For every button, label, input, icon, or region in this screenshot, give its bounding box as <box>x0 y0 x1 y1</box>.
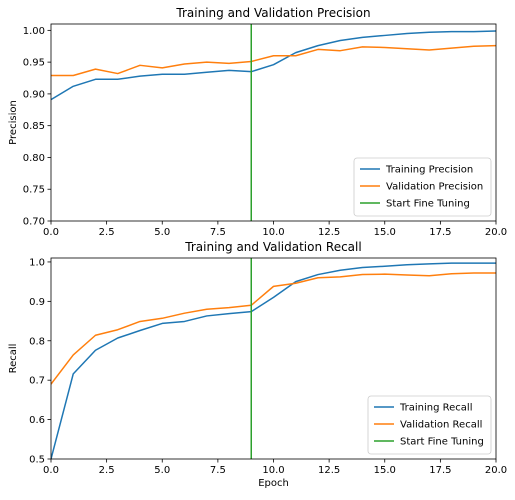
x-tick-label: 17.5 <box>429 465 451 476</box>
legend-label: Start Fine Tuning <box>386 199 470 210</box>
y-tick-label: 0.70 <box>23 217 45 228</box>
x-tick-label: 15.0 <box>374 465 396 476</box>
chart-title: Training and Validation Recall <box>184 240 361 254</box>
x-tick-label: 20.0 <box>485 465 507 476</box>
x-tick-label: 7.5 <box>210 465 226 476</box>
y-tick-label: 0.75 <box>23 185 45 196</box>
chart-title: Training and Validation Precision <box>175 6 370 20</box>
legend-label: Start Fine Tuning <box>400 437 484 448</box>
y-tick-label: 0.5 <box>29 455 45 466</box>
legend-label: Training Precision <box>385 165 473 176</box>
x-tick-label: 2.5 <box>99 227 115 238</box>
y-axis-label: Precision <box>8 100 19 145</box>
x-tick-label: 2.5 <box>99 465 115 476</box>
x-tick-label: 5.0 <box>154 227 170 238</box>
y-tick-label: 0.9 <box>29 297 45 308</box>
y-tick-label: 0.8 <box>29 336 45 347</box>
y-tick-label: 0.6 <box>29 415 45 426</box>
y-tick-label: 0.90 <box>23 89 45 100</box>
x-tick-label: 5.0 <box>154 465 170 476</box>
legend: Training Precision Validation Precision St… <box>353 157 492 217</box>
x-tick-label: 12.5 <box>318 227 340 238</box>
x-tick-label: 10.0 <box>262 227 284 238</box>
series-line-1 <box>51 262 496 459</box>
series-line-2 <box>51 272 496 385</box>
y-tick-label: 1.0 <box>29 257 45 268</box>
chart-panel-2: Training and Validation Recall 0.5 0.6 0.7 0… <box>8 240 507 489</box>
x-tick-label: 0.0 <box>43 465 59 476</box>
legend: Training Recall Validation Recall Start Fi… <box>367 395 492 455</box>
x-tick-label: 20.0 <box>485 227 507 238</box>
plot-frame <box>50 257 497 460</box>
x-tick-label: 0.0 <box>43 227 59 238</box>
chart-panel-1: Training and Validation Precision 0.70 0.7… <box>8 6 507 238</box>
y-tick-label: 0.80 <box>23 153 45 164</box>
series-line-2 <box>51 44 496 77</box>
x-tick-label: 7.5 <box>210 227 226 238</box>
y-axis-label: Recall <box>8 344 19 374</box>
x-tick-label: 12.5 <box>318 465 340 476</box>
legend-label: Validation Recall <box>400 420 482 431</box>
x-tick-label: 10.0 <box>262 465 284 476</box>
legend-label: Training Recall <box>399 403 472 414</box>
x-axis-label: Epoch <box>258 478 289 489</box>
legend-label: Validation Precision <box>386 182 483 193</box>
x-tick-label: 17.5 <box>429 227 451 238</box>
y-tick-label: 0.95 <box>23 58 45 69</box>
series-line-1 <box>51 30 496 101</box>
legend-box <box>353 157 492 217</box>
x-tick-label: 15.0 <box>374 227 396 238</box>
y-tick-label: 1.00 <box>23 26 45 37</box>
y-tick-label: 0.85 <box>23 121 45 132</box>
plot-frame <box>50 23 497 222</box>
y-tick-label: 0.7 <box>29 376 45 387</box>
legend-box <box>367 395 492 455</box>
